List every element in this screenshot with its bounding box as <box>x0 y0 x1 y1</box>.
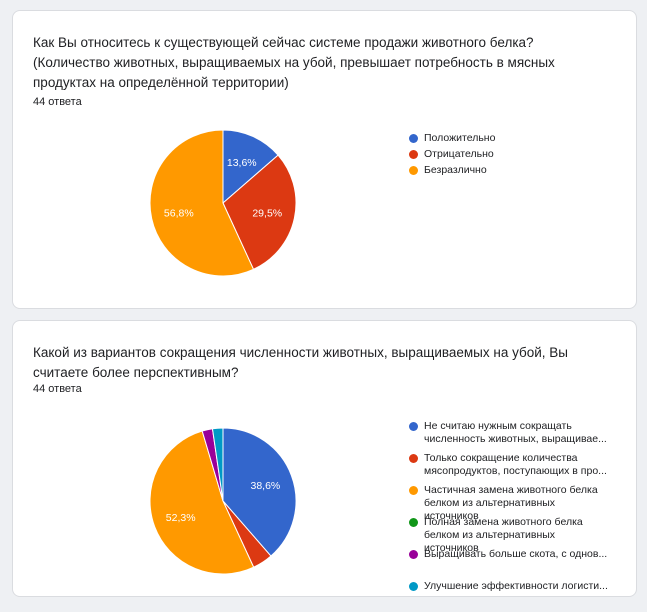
legend-color-dot <box>409 150 418 159</box>
legend-label: Частичная замена животного белка белком … <box>424 484 598 522</box>
slice-data-label: 29,5% <box>252 208 282 220</box>
pie-slice[interactable] <box>222 154 297 270</box>
legend-item[interactable]: Безразлично <box>409 164 609 177</box>
pie-slice[interactable] <box>149 129 255 277</box>
legend-label: Безразлично <box>424 164 487 176</box>
legend-item[interactable]: Положительно <box>409 132 609 145</box>
pie-slice[interactable] <box>222 129 279 205</box>
legend-label: Выращивать больше скота, с однов... <box>424 548 608 560</box>
response-count: 44 ответа <box>33 96 82 108</box>
pie-slice[interactable] <box>222 427 297 557</box>
legend-label: Положительно <box>424 132 496 144</box>
legend-label: Только сокращение количества мясопродукт… <box>424 452 607 477</box>
legend-item[interactable]: Выращивать больше скота, с однов... <box>409 548 609 574</box>
question-title: Какой из вариантов сокращения численност… <box>33 345 568 380</box>
legend-item[interactable]: Улучшение эффективности логисти... <box>409 580 609 606</box>
legend-label: Отрицательно <box>424 148 494 160</box>
pie-chart: 13,6% 29,5% 56,8% <box>149 129 297 277</box>
legend-color-dot <box>409 582 418 591</box>
legend-item[interactable]: Не считаю нужным сокращать численность ж… <box>409 420 609 446</box>
pie-slice[interactable] <box>149 430 255 575</box>
legend-color-dot <box>409 422 418 431</box>
slice-data-label: 13,6% <box>227 157 257 169</box>
legend-color-dot <box>409 166 418 175</box>
legend-item[interactable]: Частичная замена животного белка белком … <box>409 484 609 522</box>
legend-label: Не считаю нужным сокращать численность ж… <box>424 420 607 445</box>
legend-item[interactable]: Полная замена животного белка белком из … <box>409 516 609 554</box>
chart-legend: Положительно Отрицательно Безразлично <box>409 132 609 180</box>
legend-label: Улучшение эффективности логисти... <box>424 580 608 592</box>
legend-color-dot <box>409 550 418 559</box>
legend-item[interactable]: Только сокращение количества мясопродукт… <box>409 452 609 478</box>
pie-chart: 38,6% 52,3% <box>149 427 297 575</box>
legend-color-dot <box>409 134 418 143</box>
chart-legend: Не считаю нужным сокращать численность ж… <box>409 420 609 612</box>
slice-data-label: 38,6% <box>250 480 280 492</box>
response-count: 44 ответа <box>33 383 82 395</box>
legend-color-dot <box>409 486 418 495</box>
question-title: Как Вы относитесь к существующей сейчас … <box>33 35 555 90</box>
legend-label: Полная замена животного белка белком из … <box>424 516 583 554</box>
question-card-1: Как Вы относитесь к существующей сейчас … <box>12 10 637 309</box>
legend-item[interactable]: Отрицательно <box>409 148 609 161</box>
question-card-2: Какой из вариантов сокращения численност… <box>12 320 637 597</box>
slice-data-label: 56,8% <box>164 208 194 220</box>
pie-slice[interactable] <box>211 427 224 502</box>
legend-color-dot <box>409 518 418 527</box>
legend-color-dot <box>409 454 418 463</box>
slice-data-label: 52,3% <box>166 512 196 524</box>
